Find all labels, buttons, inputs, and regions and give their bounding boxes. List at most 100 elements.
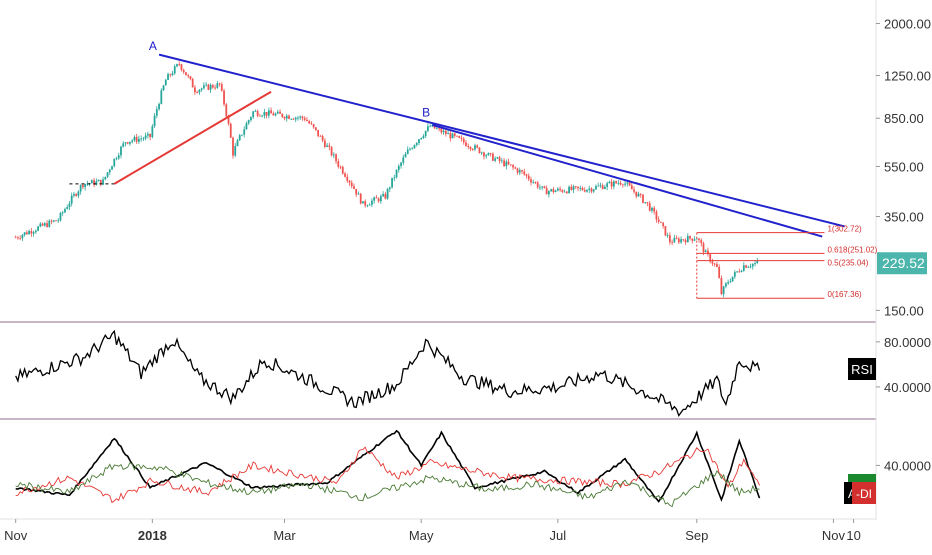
candle-body <box>494 158 497 161</box>
rsi-badge-label: RSI <box>851 362 873 377</box>
candle-body <box>677 238 680 243</box>
candle-body <box>17 237 19 239</box>
candle-body <box>561 190 564 192</box>
candle-body <box>698 238 700 241</box>
candle-body <box>337 161 340 167</box>
candle-body <box>718 266 721 279</box>
candle-body <box>146 133 149 136</box>
candle-body <box>646 202 649 204</box>
candle-body <box>583 190 586 192</box>
candle-body <box>52 220 55 222</box>
candle-body <box>554 190 557 193</box>
candle-body <box>610 181 613 187</box>
candle-body <box>738 271 741 273</box>
candle-body <box>742 265 745 271</box>
candle-body <box>176 64 178 67</box>
candle-body <box>173 66 176 74</box>
candle-body <box>451 133 454 139</box>
candle-body <box>379 196 382 202</box>
candle-body <box>644 202 647 203</box>
candle-body <box>93 180 95 185</box>
candle-body <box>565 191 568 194</box>
candle-body <box>478 147 481 154</box>
candle-body <box>97 179 100 182</box>
candle-body <box>218 83 221 85</box>
candle-body <box>512 165 514 168</box>
candle-body <box>713 263 716 265</box>
candle-body <box>556 188 559 191</box>
candle-body <box>637 193 640 197</box>
candle-body <box>79 185 82 192</box>
time-axis-label: Nov <box>4 528 28 543</box>
candle-body <box>465 142 467 147</box>
candle-body <box>505 161 508 167</box>
candle-body <box>196 92 199 93</box>
candle-body <box>346 176 349 181</box>
trendline <box>113 90 272 185</box>
candle-body <box>267 110 270 116</box>
candle-body <box>272 113 275 116</box>
candle-body <box>245 123 248 130</box>
candle-body <box>200 88 203 90</box>
candle-body <box>140 138 143 140</box>
candle-body <box>527 175 530 180</box>
di-badge <box>852 482 876 504</box>
candle-body <box>332 154 335 156</box>
candle-body <box>270 110 272 114</box>
candle-body <box>21 234 24 239</box>
candle-body <box>453 133 456 136</box>
candle-body <box>207 84 210 90</box>
candle-body <box>693 239 696 241</box>
candle-body <box>350 182 353 187</box>
fib-level-label: 0.618(251.02) <box>827 245 877 254</box>
candle-body <box>440 128 443 133</box>
candle-body <box>628 182 631 186</box>
candle-body <box>292 118 295 120</box>
candle-body <box>639 193 642 195</box>
candle-body <box>301 116 304 119</box>
candle-body <box>225 104 228 117</box>
candle-body <box>151 126 154 138</box>
candle-body <box>220 84 223 91</box>
candle-body <box>189 76 192 80</box>
candle-body <box>388 187 391 189</box>
candle-body <box>314 127 317 130</box>
candle-body <box>476 145 479 148</box>
candle-body <box>458 136 461 138</box>
candle-body <box>382 194 385 197</box>
candle-body <box>588 188 591 190</box>
candle-body <box>142 138 145 140</box>
rsi-line <box>15 329 761 417</box>
candle-body <box>187 75 190 77</box>
rsi-axis-label: 80.0000 <box>884 335 931 350</box>
candle-body <box>606 183 609 187</box>
candle-body <box>59 212 62 221</box>
candle-body <box>391 177 393 188</box>
candle-body <box>344 173 346 177</box>
candle-body <box>108 169 111 173</box>
candle-body <box>250 117 252 121</box>
candle-body <box>671 242 674 244</box>
candle-body <box>621 184 624 186</box>
candle-body <box>348 180 351 183</box>
candle-body <box>120 146 122 156</box>
candle-body <box>111 166 113 170</box>
candle-body <box>61 212 64 214</box>
candle-body <box>102 179 104 185</box>
candle-body <box>657 219 660 222</box>
candle-body <box>509 164 512 166</box>
candle-body <box>135 136 138 142</box>
candle-body <box>438 128 441 130</box>
candle-body <box>724 283 727 287</box>
time-axis-label: Sep <box>685 528 708 543</box>
price-axis-label: 550.00 <box>884 159 924 174</box>
candle-body <box>366 205 369 207</box>
candle-body <box>427 126 429 131</box>
candle-body <box>624 183 626 185</box>
time-axis-label: Jul <box>550 528 567 543</box>
candle-body <box>319 135 322 137</box>
candle-body <box>420 137 423 140</box>
candle-body <box>498 157 501 162</box>
candle-body <box>507 161 510 165</box>
candle-body <box>747 266 750 268</box>
